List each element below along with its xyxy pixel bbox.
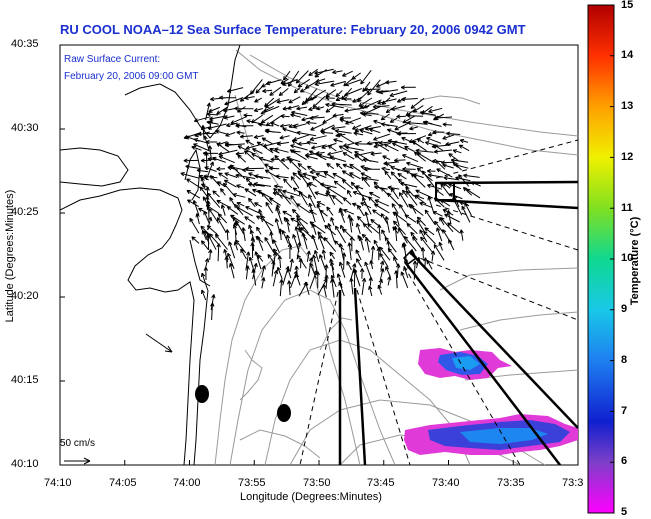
colorbar-tick-label: 9 [621,303,628,315]
inset-current-label: Raw Surface Current: [64,54,161,65]
scale-label: 50 cm/s [60,438,96,449]
x-tick-label: 73:40 [432,477,460,489]
colorbar-tick-label: 8 [621,354,628,366]
radar-sectors [299,139,578,465]
x-tick-label: 74:10 [44,477,72,489]
map-frame [59,44,579,466]
x-tick-label: 73:55 [238,477,266,489]
colorbar-tick-label: 10 [621,252,634,264]
axis-ticks [60,44,514,465]
current-vectors [180,68,481,321]
y-tick-label: 40:30 [11,122,39,134]
y-tick-label: 40:20 [11,290,39,302]
colorbar-tick-label: 11 [621,202,633,214]
buoy-marker [195,385,209,403]
isolated-vector [145,333,173,353]
colorbar [587,4,615,514]
y-axis-label: Latitude (Degrees:Minutes) [4,189,16,323]
x-tick-label: 73:45 [367,477,395,489]
coastline [60,45,241,465]
colorbar-tick-label: 5 [621,506,628,518]
x-tick-label: 74:05 [109,477,137,489]
buoy-marker [277,404,291,422]
colorbar-tick-label: 14 [621,49,634,61]
sst-patches [404,348,578,455]
colorbar-tick-label: 6 [621,455,628,467]
colorbar-label: Temperature (°C) [629,216,641,306]
colorbar-tick-label: 15 [621,0,634,11]
inset-current-date: February 20, 2006 09:00 GMT [64,71,199,82]
y-tick-label: 40:10 [11,458,39,470]
x-axis-label: Longitude (Degrees:Minutes) [240,491,382,503]
x-tick-label: 73:3 [562,477,584,489]
colorbar-tick-label: 7 [621,405,628,417]
x-tick-label: 73:50 [303,477,331,489]
map-title: RU COOL NOAA–12 Sea Surface Temperature:… [60,22,526,37]
y-tick-label: 40:25 [11,206,39,218]
scale-arrow [64,457,91,465]
colorbar-tick-label: 12 [621,151,634,163]
current-vector-arrows [180,68,481,321]
y-tick-label: 40:15 [11,374,39,386]
x-tick-label: 74:00 [173,477,201,489]
colorbar-ticks [610,55,614,463]
x-tick-label: 73:35 [497,477,525,489]
colorbar-tick-label: 13 [621,100,634,112]
y-tick-label: 40:35 [11,38,39,50]
